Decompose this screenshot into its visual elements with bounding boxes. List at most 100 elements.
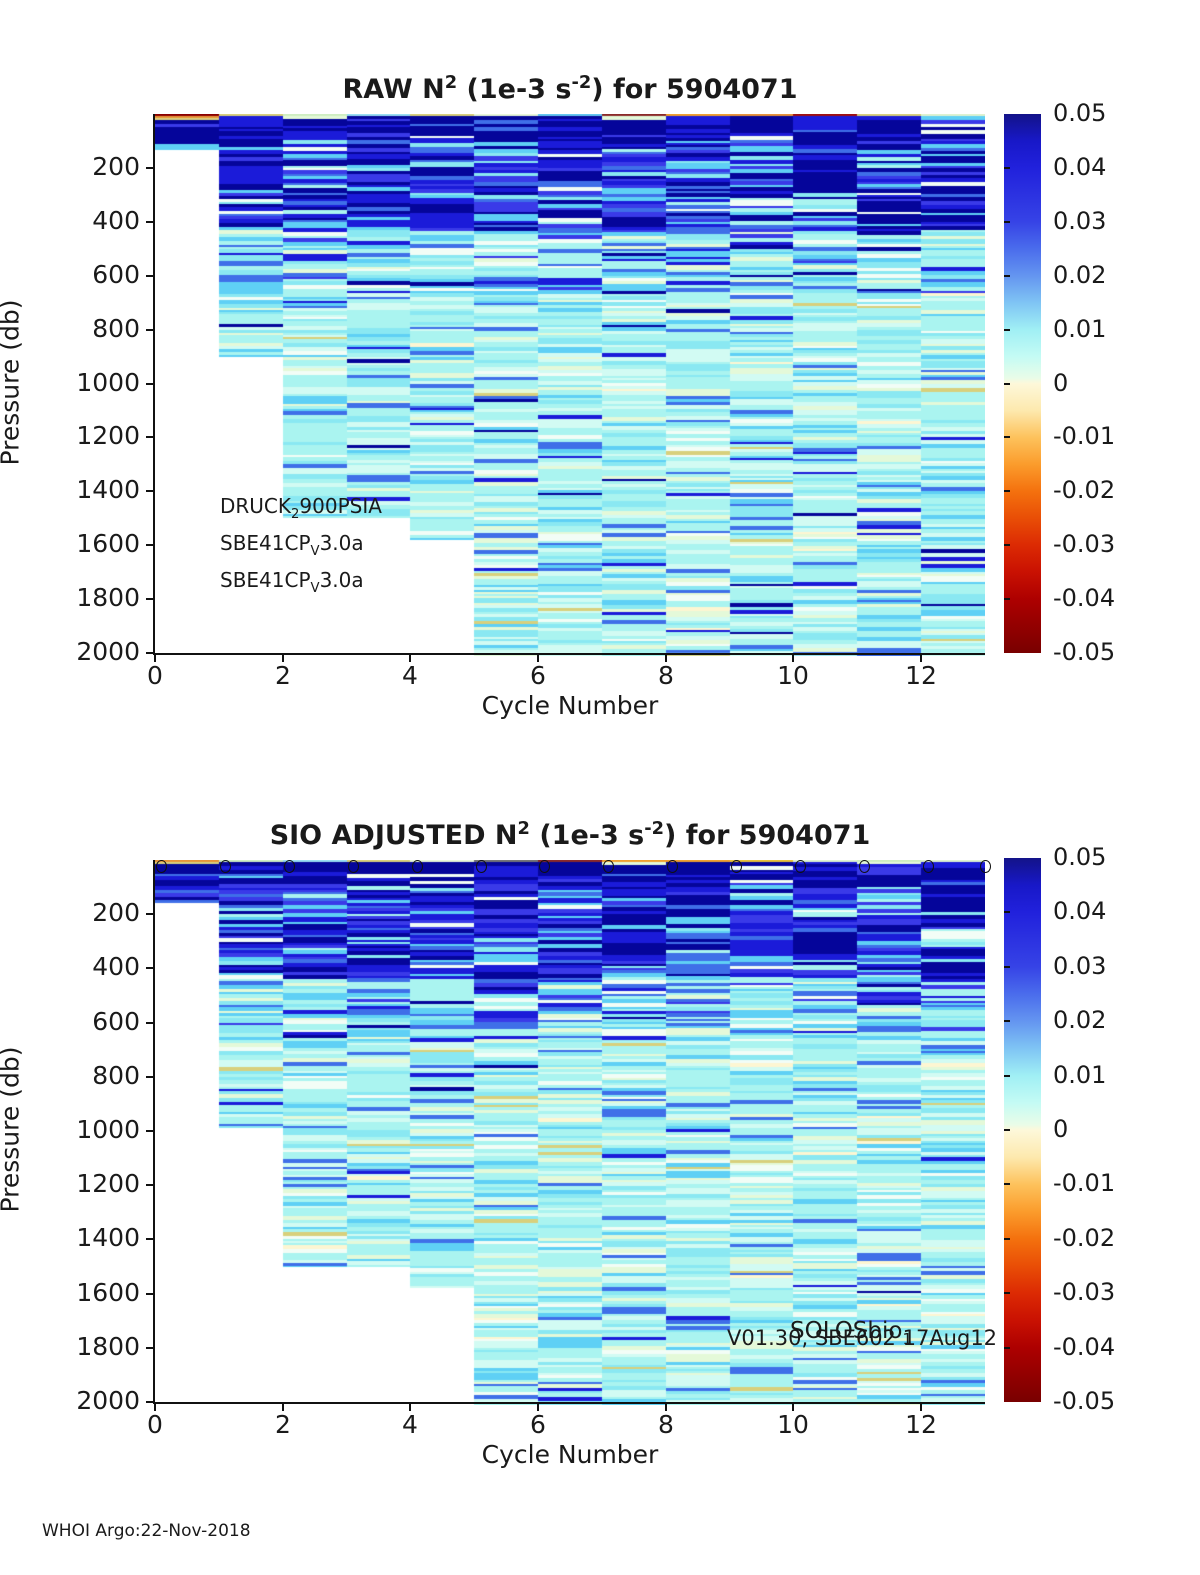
colorbar-tick-label: -0.01 [1053, 422, 1116, 450]
y-tick-mark [146, 383, 154, 385]
cycle-marker-icon [731, 860, 742, 873]
y-tick-mark [146, 1293, 154, 1295]
y-tick-mark [146, 598, 154, 600]
colorbar-tick-label: 0.02 [1053, 261, 1107, 289]
colorbar [1004, 114, 1041, 653]
x-tick-mark [154, 655, 156, 662]
colorbar-tick-label: 0 [1053, 369, 1069, 397]
colorbar-tick-mark [1004, 436, 1010, 438]
y-tick-mark [146, 1238, 154, 1240]
plot-title: SIO ADJUSTED N2 (1e-3 s-2) for 5904071 [155, 818, 985, 851]
colorbar-tick-label: 0.04 [1053, 897, 1107, 925]
x-tick-label: 2 [275, 661, 291, 690]
text-run: 3.0a [319, 531, 364, 555]
colorbar-tick-label: -0.03 [1053, 530, 1116, 558]
y-tick-mark [146, 1347, 154, 1349]
colorbar-tick-mark [1004, 275, 1010, 277]
x-tick-mark [282, 655, 284, 662]
annotation-sio_adjusted-0: SOLOSbio1 [790, 1318, 912, 1348]
x-tick-mark [537, 655, 539, 662]
cycle-marker-icon [859, 860, 870, 873]
superscript: -2 [571, 72, 592, 94]
cycle-marker-icon [220, 860, 231, 873]
colorbar-tick-label: 0.04 [1053, 153, 1107, 181]
cycle-marker-icon [412, 860, 423, 873]
cycle-marker-icon [156, 860, 167, 873]
x-tick-mark [792, 1404, 794, 1411]
colorbar-tick-label: 0.01 [1053, 315, 1107, 343]
annotation-sio_adjusted-1: V01.30, SBE602 17Aug12 [727, 1326, 997, 1350]
x-tick-label: 10 [777, 1410, 809, 1439]
colorbar-tick-mark [1004, 1075, 1010, 1077]
x-tick-mark [920, 655, 922, 662]
x-tick-label: 10 [777, 661, 809, 690]
cycle-marker-icon [476, 860, 487, 873]
y-tick-mark [146, 544, 154, 546]
superscript: -2 [644, 818, 665, 840]
colorbar-tick-mark [1004, 329, 1010, 331]
colorbar-tick-label: 0.03 [1053, 952, 1107, 980]
x-tick-label: 6 [530, 661, 546, 690]
y-tick-label: 1600 [76, 529, 140, 558]
superscript: 2 [517, 818, 530, 840]
colorbar-tick-label: -0.03 [1053, 1278, 1116, 1306]
y-tick-label: 600 [92, 260, 140, 289]
colorbar-tick-label: -0.02 [1053, 476, 1116, 504]
colorbar [1004, 858, 1041, 1402]
colorbar-tick-mark [1004, 1292, 1010, 1294]
plot-title: RAW N2 (1e-3 s-2) for 5904071 [155, 72, 985, 105]
subscript: 1 [902, 1329, 913, 1348]
cycle-marker-icon [284, 860, 295, 873]
colorbar-tick-mark [1004, 490, 1010, 492]
colorbar-tick-mark [1004, 1183, 1010, 1185]
y-tick-mark [146, 967, 154, 969]
x-tick-label: 2 [275, 1410, 291, 1439]
x-tick-label: 8 [658, 1410, 674, 1439]
x-tick-mark [537, 1404, 539, 1411]
x-tick-mark [409, 655, 411, 662]
colorbar-tick-label: 0 [1053, 1115, 1069, 1143]
x-tick-label: 8 [658, 661, 674, 690]
y-tick-label: 1400 [76, 475, 140, 504]
x-tick-label: 4 [402, 661, 418, 690]
y-tick-label: 200 [92, 898, 140, 927]
cycle-marker-icon [348, 860, 359, 873]
cycle-marker-icon [539, 860, 550, 873]
y-tick-label: 800 [92, 1061, 140, 1090]
superscript: 2 [444, 72, 458, 94]
text-run: ) for 5904071 [591, 74, 798, 105]
heatmap-sio_adjusted [155, 860, 985, 1405]
y-tick-label: 1800 [76, 583, 140, 612]
annotation-raw-0: DRUCK2900PSIA [220, 494, 382, 522]
y-tick-label: 2000 [76, 637, 140, 666]
y-axis-label: Pressure (db) [0, 299, 25, 465]
colorbar-tick-label: 0.05 [1053, 843, 1107, 871]
x-tick-label: 0 [147, 661, 163, 690]
annotation-raw-1: SBE41CPV3.0a [220, 531, 364, 559]
y-tick-label: 200 [92, 152, 140, 181]
y-tick-mark [146, 1076, 154, 1078]
y-tick-mark [146, 329, 154, 331]
x-tick-mark [792, 655, 794, 662]
y-tick-label: 600 [92, 1007, 140, 1036]
y-tick-label: 1000 [76, 368, 140, 397]
y-tick-label: 1200 [76, 421, 140, 450]
y-tick-label: 1800 [76, 1332, 140, 1361]
colorbar-tick-label: 0.01 [1053, 1061, 1107, 1089]
cycle-marker-icon [667, 860, 678, 873]
text-run: RAW N [342, 74, 445, 105]
text-run: SOLOSbio [790, 1318, 903, 1344]
colorbar-tick-label: -0.05 [1053, 638, 1116, 666]
cycle-marker-icon [923, 860, 934, 873]
colorbar-tick-label: 0.03 [1053, 207, 1107, 235]
y-tick-mark [146, 167, 154, 169]
x-tick-mark [154, 1404, 156, 1411]
colorbar-tick-mark [1004, 221, 1010, 223]
x-tick-label: 0 [147, 1410, 163, 1439]
y-tick-mark [146, 221, 154, 223]
text-run: ) for 5904071 [664, 820, 871, 851]
colorbar-tick-label: -0.04 [1053, 1333, 1116, 1361]
y-axis-label: Pressure (db) [0, 1046, 25, 1213]
annotation-raw-2: SBE41CPV3.0a [220, 568, 364, 596]
